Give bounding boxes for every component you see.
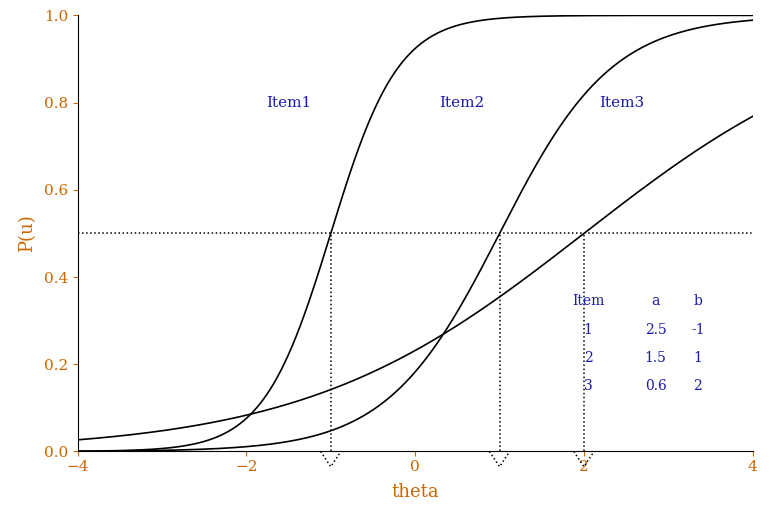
Text: 1: 1 [694, 351, 702, 365]
Text: 0.6: 0.6 [645, 380, 667, 393]
Text: Item3: Item3 [599, 95, 645, 110]
Text: -1: -1 [691, 323, 705, 337]
Text: 3: 3 [584, 380, 593, 393]
Text: 2: 2 [694, 380, 702, 393]
Y-axis label: P(u): P(u) [18, 214, 36, 252]
Text: b: b [694, 294, 702, 308]
X-axis label: theta: theta [391, 483, 439, 501]
Text: Item: Item [572, 294, 605, 308]
Text: Item2: Item2 [439, 95, 484, 110]
Text: a: a [652, 294, 660, 308]
Text: 1.5: 1.5 [645, 351, 667, 365]
Text: 2.5: 2.5 [645, 323, 667, 337]
Text: 1: 1 [584, 323, 593, 337]
Text: 2: 2 [584, 351, 593, 365]
Text: Item1: Item1 [266, 95, 311, 110]
